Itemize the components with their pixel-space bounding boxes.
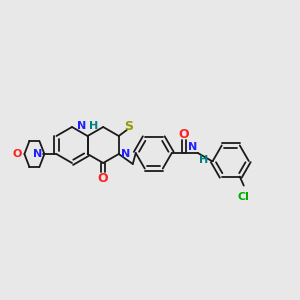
- Text: N: N: [33, 149, 42, 159]
- Text: H: H: [199, 155, 208, 165]
- Text: N: N: [121, 149, 130, 159]
- Text: Cl: Cl: [238, 192, 250, 202]
- Text: O: O: [178, 128, 189, 142]
- Text: N: N: [188, 142, 197, 152]
- Text: S: S: [124, 121, 133, 134]
- Text: N: N: [77, 121, 87, 131]
- Text: O: O: [98, 172, 109, 184]
- Text: O: O: [12, 149, 21, 159]
- Text: H: H: [88, 121, 98, 131]
